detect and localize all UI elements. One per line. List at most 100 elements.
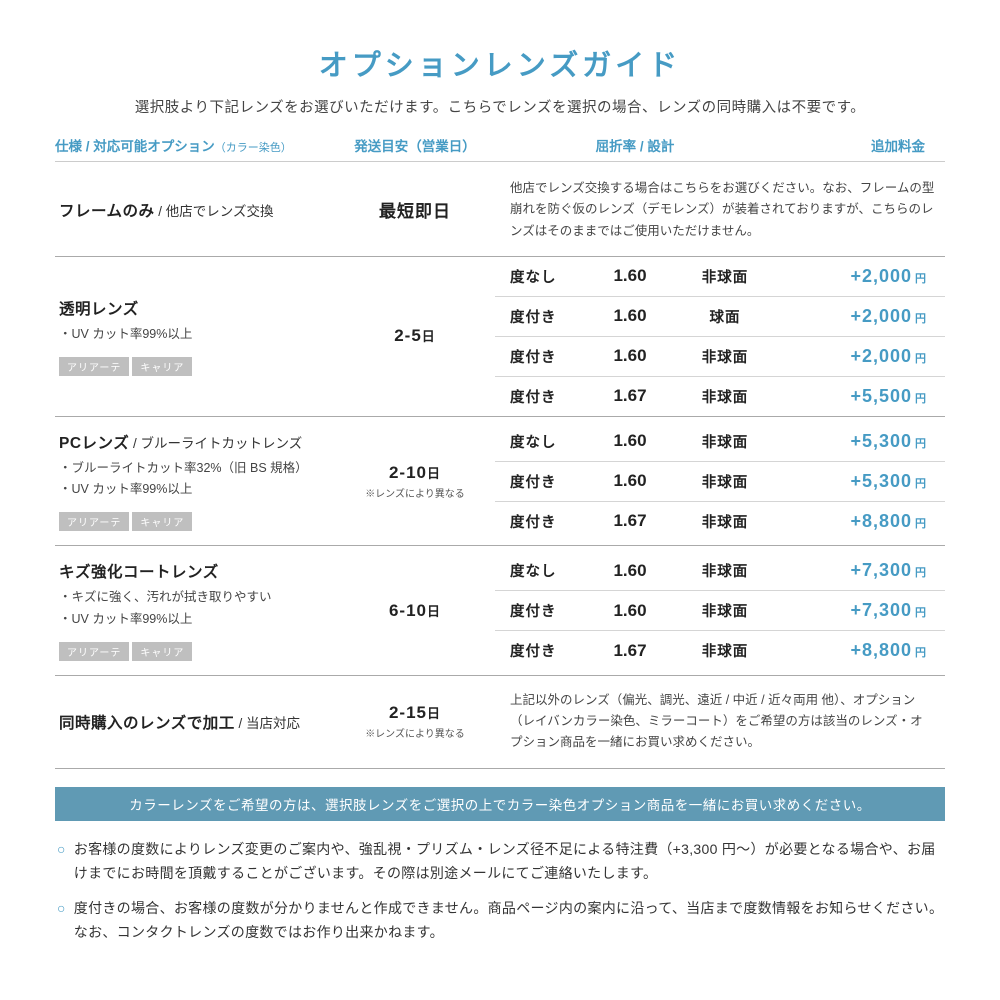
price: +5,300円 [775, 471, 945, 492]
spec-cell: フレームのみ / 他店でレンズ交換 [55, 185, 335, 235]
description: 上記以外のレンズ（偏光、調光、遠近 / 中近 / 近々両用 他）、オプション（レ… [495, 676, 945, 768]
tag: キャリア [132, 357, 192, 376]
ship-cell: 2-5日 [335, 326, 495, 346]
table-header: 仕様 / 対応可能オプション（カラー染色） 発送目安（営業日） 屈折率 / 設計… [55, 135, 945, 162]
detail-cell: 度なし1.60非球面+2,000円度付き1.60球面+2,000円度付き1.60… [495, 257, 945, 416]
ship-note: ※レンズにより異なる [335, 485, 495, 500]
note-text: お客様の度数によりレンズ変更のご案内や、強乱視・プリズム・レンズ径不足による特注… [74, 837, 945, 886]
lens-design: 非球面 [675, 431, 775, 452]
lens-type: 度付き [495, 600, 585, 621]
spec-subtitle: / 他店でレンズ交換 [155, 204, 274, 219]
note-item: ○度付きの場合、お客様の度数が分かりませんと作成できません。商品ページ内の案内に… [55, 896, 945, 945]
price: +5,300円 [775, 431, 945, 452]
color-lens-banner: カラーレンズをご希望の方は、選択肢レンズをご選択の上でカラー染色オプション商品を… [55, 787, 945, 821]
spec-cell: 同時購入のレンズで加工 / 当店対応 [55, 697, 335, 747]
detail-cell: 度なし1.60非球面+7,300円度付き1.60非球面+7,300円度付き1.6… [495, 551, 945, 670]
refraction-index: 1.60 [585, 601, 675, 621]
header-ship: 発送目安（営業日） [335, 135, 495, 155]
detail-row: 度付き1.60非球面+2,000円 [495, 337, 945, 377]
ship-days: 2-5日 [335, 326, 495, 346]
tag-group: アリアーテキャリア [59, 512, 335, 531]
detail-row: 度付き1.60非球面+5,300円 [495, 462, 945, 502]
lens-design: 非球面 [675, 640, 775, 661]
ship-cell: 2-10日 ※レンズにより異なる [335, 463, 495, 500]
tag: アリアーテ [59, 642, 129, 661]
detail-row: 度付き1.60非球面+7,300円 [495, 591, 945, 631]
spec-cell: キズ強化コートレンズ・キズに強く、汚れが拭き取りやすい・UV カット率99%以上… [55, 546, 335, 675]
ship-cell: 6-10日 [335, 601, 495, 621]
spec-bullets: ・ブルーライトカット率32%（旧 BS 規格）・UV カット率99%以上 [59, 458, 335, 501]
tag-group: アリアーテキャリア [59, 642, 335, 661]
lens-type: 度なし [495, 431, 585, 452]
refraction-index: 1.60 [585, 561, 675, 581]
notes-list: ○お客様の度数によりレンズ変更のご案内や、強乱視・プリズム・レンズ径不足による特… [55, 837, 945, 945]
spec-title: 透明レンズ [59, 301, 139, 318]
price: +8,800円 [775, 640, 945, 661]
lens-design: 非球面 [675, 511, 775, 532]
note-item: ○お客様の度数によりレンズ変更のご案内や、強乱視・プリズム・レンズ径不足による特… [55, 837, 945, 886]
price: +2,000円 [775, 346, 945, 367]
refraction-index: 1.67 [585, 386, 675, 406]
lens-type: 度付き [495, 640, 585, 661]
lens-design: 非球面 [675, 386, 775, 407]
price: +7,300円 [775, 560, 945, 581]
detail-row: 度付き1.67非球面+8,800円 [495, 631, 945, 670]
spec-subtitle: / 当店対応 [235, 716, 300, 731]
description: 他店でレンズ交換する場合はこちらをお選びください。なお、フレームの型崩れを防ぐ仮… [495, 164, 945, 256]
ship-days: 6-10日 [335, 601, 495, 621]
spec-title: フレームのみ [59, 203, 155, 220]
lens-type: 度なし [495, 560, 585, 581]
section-row: PCレンズ / ブルーライトカットレンズ・ブルーライトカット率32%（旧 BS … [55, 417, 945, 547]
lens-design: 球面 [675, 306, 775, 327]
bullet-icon: ○ [57, 837, 66, 886]
spec-bullets: ・キズに強く、汚れが拭き取りやすい・UV カット率99%以上 [59, 587, 335, 630]
price: +8,800円 [775, 511, 945, 532]
header-refraction: 屈折率 / 設計 [495, 135, 775, 155]
detail-row: 度なし1.60非球面+7,300円 [495, 551, 945, 591]
detail-row: 度なし1.60非球面+5,300円 [495, 422, 945, 462]
lens-design: 非球面 [675, 600, 775, 621]
lens-type: 度付き [495, 346, 585, 367]
tag: キャリア [132, 642, 192, 661]
refraction-index: 1.60 [585, 346, 675, 366]
note-text: 度付きの場合、お客様の度数が分かりませんと作成できません。商品ページ内の案内に沿… [74, 896, 945, 945]
lens-type: 度付き [495, 511, 585, 532]
ship-days: 2-10日 [335, 463, 495, 483]
spec-cell: 透明レンズ・UV カット率99%以上アリアーテキャリア [55, 283, 335, 390]
lens-type: 度なし [495, 266, 585, 287]
spec-title: 同時購入のレンズで加工 [59, 715, 235, 732]
spec-subtitle: / ブルーライトカットレンズ [129, 436, 302, 451]
lens-design: 非球面 [675, 471, 775, 492]
ship-cell: 2-15日 ※レンズにより異なる [335, 703, 495, 740]
refraction-index: 1.60 [585, 431, 675, 451]
refraction-index: 1.60 [585, 471, 675, 491]
refraction-index: 1.60 [585, 266, 675, 286]
refraction-index: 1.67 [585, 511, 675, 531]
bullet-icon: ○ [57, 896, 66, 945]
ship-days: 2-15日 [335, 703, 495, 723]
spec-cell: PCレンズ / ブルーライトカットレンズ・ブルーライトカット率32%（旧 BS … [55, 417, 335, 546]
page-subtitle: 選択肢より下記レンズをお選びいただけます。こちらでレンズを選択の場合、レンズの同… [55, 96, 945, 117]
detail-row: 度なし1.60非球面+2,000円 [495, 257, 945, 297]
detail-row: 度付き1.67非球面+5,500円 [495, 377, 945, 416]
lens-design: 非球面 [675, 266, 775, 287]
detail-row: 度付き1.67非球面+8,800円 [495, 502, 945, 541]
detail-cell: 度なし1.60非球面+5,300円度付き1.60非球面+5,300円度付き1.6… [495, 422, 945, 541]
price: +7,300円 [775, 600, 945, 621]
spec-title: キズ強化コートレンズ [59, 564, 219, 581]
section-row: 透明レンズ・UV カット率99%以上アリアーテキャリア2-5日度なし1.60非球… [55, 257, 945, 417]
lens-type: 度付き [495, 386, 585, 407]
ship-days: 最短即日 [335, 197, 495, 222]
tag: アリアーテ [59, 357, 129, 376]
price: +2,000円 [775, 266, 945, 287]
tag-group: アリアーテキャリア [59, 357, 335, 376]
ship-note: ※レンズにより異なる [335, 725, 495, 740]
section-row: キズ強化コートレンズ・キズに強く、汚れが拭き取りやすい・UV カット率99%以上… [55, 546, 945, 676]
lens-type: 度付き [495, 306, 585, 327]
section-row: フレームのみ / 他店でレンズ交換最短即日他店でレンズ交換する場合はこちらをお選… [55, 164, 945, 257]
page-title: オプションレンズガイド [55, 42, 945, 84]
lens-type: 度付き [495, 471, 585, 492]
tag: キャリア [132, 512, 192, 531]
price: +5,500円 [775, 386, 945, 407]
header-price: 追加料金 [775, 135, 945, 155]
